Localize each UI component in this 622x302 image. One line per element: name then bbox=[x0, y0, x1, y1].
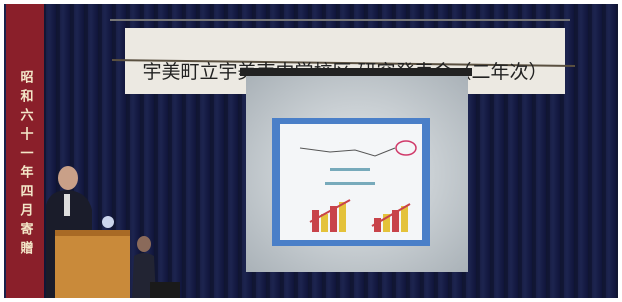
slide-text-line bbox=[325, 182, 375, 185]
lamp bbox=[102, 216, 114, 228]
seated-person-head bbox=[137, 236, 151, 252]
podium bbox=[55, 230, 130, 298]
speaker-shirt bbox=[64, 194, 70, 216]
screen-housing bbox=[240, 68, 472, 76]
speaker-head bbox=[58, 166, 78, 190]
slide-text-line bbox=[330, 168, 370, 171]
table bbox=[150, 282, 180, 298]
side-banner-text: 昭和六十一年四月寄贈 bbox=[18, 70, 35, 260]
podium-top bbox=[55, 230, 130, 236]
slide-bar bbox=[401, 206, 408, 232]
slide-bar bbox=[321, 214, 328, 232]
photo: 昭和六十一年四月寄贈 宇美町立宇美南中学校区 研究発表会（二年次） bbox=[0, 0, 622, 302]
